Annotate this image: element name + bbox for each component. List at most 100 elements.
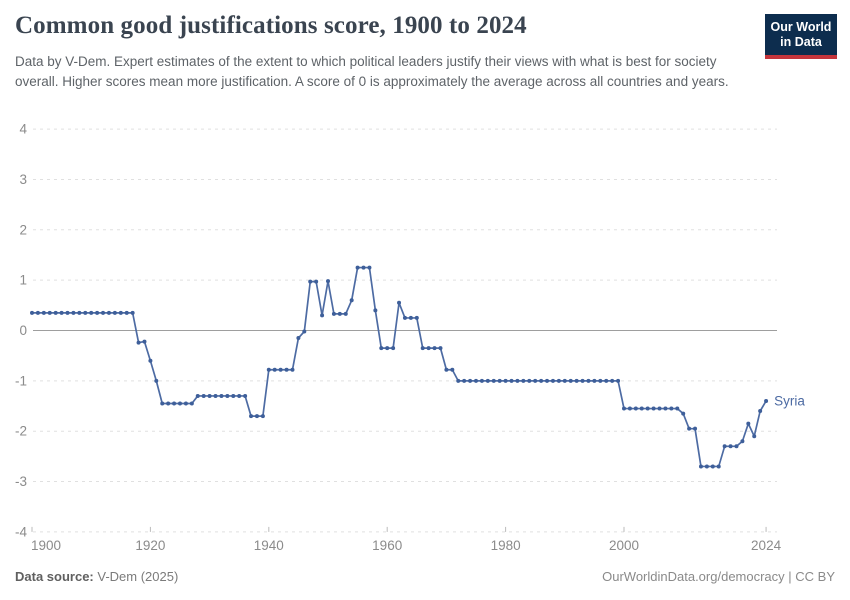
data-point[interactable] xyxy=(420,346,425,351)
data-point[interactable] xyxy=(574,378,579,383)
data-point[interactable] xyxy=(746,421,751,426)
data-point[interactable] xyxy=(219,393,224,398)
data-point[interactable] xyxy=(95,310,100,315)
data-point[interactable] xyxy=(438,346,443,351)
data-point[interactable] xyxy=(302,329,307,334)
data-point[interactable] xyxy=(639,406,644,411)
data-point[interactable] xyxy=(539,378,544,383)
data-point[interactable] xyxy=(485,378,490,383)
data-point[interactable] xyxy=(35,310,40,315)
data-point[interactable] xyxy=(479,378,484,383)
data-point[interactable] xyxy=(326,279,330,284)
data-point[interactable] xyxy=(77,310,82,315)
data-point[interactable] xyxy=(89,310,94,315)
data-point[interactable] xyxy=(30,310,34,315)
data-point[interactable] xyxy=(136,340,141,345)
data-point[interactable] xyxy=(183,401,188,406)
data-point[interactable] xyxy=(764,398,769,403)
data-point[interactable] xyxy=(687,426,692,431)
owid-logo[interactable]: Our World in Data xyxy=(765,14,837,59)
data-point[interactable] xyxy=(272,367,277,372)
data-point[interactable] xyxy=(456,378,461,383)
data-point[interactable] xyxy=(243,393,248,398)
data-point[interactable] xyxy=(414,315,419,320)
data-point[interactable] xyxy=(669,406,674,411)
data-point[interactable] xyxy=(361,265,366,270)
data-point[interactable] xyxy=(432,346,437,351)
data-point[interactable] xyxy=(41,310,46,315)
data-point[interactable] xyxy=(633,406,638,411)
data-point[interactable] xyxy=(444,367,449,372)
data-point[interactable] xyxy=(213,393,218,398)
data-point[interactable] xyxy=(71,310,76,315)
data-point[interactable] xyxy=(468,378,473,383)
data-point[interactable] xyxy=(752,434,757,439)
data-point[interactable] xyxy=(598,378,603,383)
data-point[interactable] xyxy=(550,378,555,383)
data-point[interactable] xyxy=(491,378,496,383)
data-point[interactable] xyxy=(65,310,70,315)
data-point[interactable] xyxy=(728,444,733,449)
data-point[interactable] xyxy=(391,346,396,351)
data-point[interactable] xyxy=(59,310,64,315)
data-point[interactable] xyxy=(693,426,698,431)
data-point[interactable] xyxy=(343,311,348,316)
data-point[interactable] xyxy=(408,315,413,320)
data-point[interactable] xyxy=(142,339,147,344)
data-point[interactable] xyxy=(515,378,520,383)
credit-link[interactable]: OurWorldinData.org/democracy | CC BY xyxy=(602,569,835,584)
data-point[interactable] xyxy=(622,406,626,411)
data-point[interactable] xyxy=(397,300,402,305)
data-point[interactable] xyxy=(118,310,123,315)
data-point[interactable] xyxy=(402,315,407,320)
data-point[interactable] xyxy=(657,406,662,411)
data-point[interactable] xyxy=(160,401,165,406)
data-point[interactable] xyxy=(545,378,550,383)
data-point[interactable] xyxy=(627,406,632,411)
data-point[interactable] xyxy=(154,378,159,383)
data-point[interactable] xyxy=(592,378,597,383)
data-point[interactable] xyxy=(112,310,117,315)
data-point[interactable] xyxy=(610,378,615,383)
data-point[interactable] xyxy=(385,346,390,351)
data-point[interactable] xyxy=(278,367,283,372)
data-point[interactable] xyxy=(308,279,313,284)
data-point[interactable] xyxy=(450,367,455,372)
data-point[interactable] xyxy=(663,406,668,411)
data-point[interactable] xyxy=(645,406,650,411)
data-point[interactable] xyxy=(207,393,212,398)
data-point[interactable] xyxy=(189,401,194,406)
line-series-syria[interactable] xyxy=(31,266,767,468)
data-point[interactable] xyxy=(710,464,715,469)
data-point[interactable] xyxy=(509,378,514,383)
data-point[interactable] xyxy=(47,310,52,315)
data-point[interactable] xyxy=(503,378,508,383)
data-point[interactable] xyxy=(284,367,289,372)
data-point[interactable] xyxy=(426,346,431,351)
data-point[interactable] xyxy=(337,311,342,316)
data-point[interactable] xyxy=(373,308,378,313)
data-point[interactable] xyxy=(604,378,609,383)
entity-label[interactable]: Syria xyxy=(774,393,805,408)
data-point[interactable] xyxy=(651,406,656,411)
data-point[interactable] xyxy=(568,378,573,383)
data-point[interactable] xyxy=(195,393,200,398)
data-point[interactable] xyxy=(698,464,703,469)
data-point[interactable] xyxy=(130,310,135,315)
data-point[interactable] xyxy=(166,401,171,406)
data-point[interactable] xyxy=(254,414,259,419)
data-point[interactable] xyxy=(527,378,532,383)
data-point[interactable] xyxy=(716,464,721,469)
data-point[interactable] xyxy=(580,378,585,383)
data-point[interactable] xyxy=(722,444,727,449)
data-point[interactable] xyxy=(225,393,230,398)
data-point[interactable] xyxy=(734,444,739,449)
data-point[interactable] xyxy=(349,298,354,303)
data-point[interactable] xyxy=(681,411,686,416)
data-point[interactable] xyxy=(462,378,467,383)
data-point[interactable] xyxy=(172,401,177,406)
data-point[interactable] xyxy=(231,393,236,398)
data-point[interactable] xyxy=(83,310,88,315)
data-point[interactable] xyxy=(201,393,206,398)
